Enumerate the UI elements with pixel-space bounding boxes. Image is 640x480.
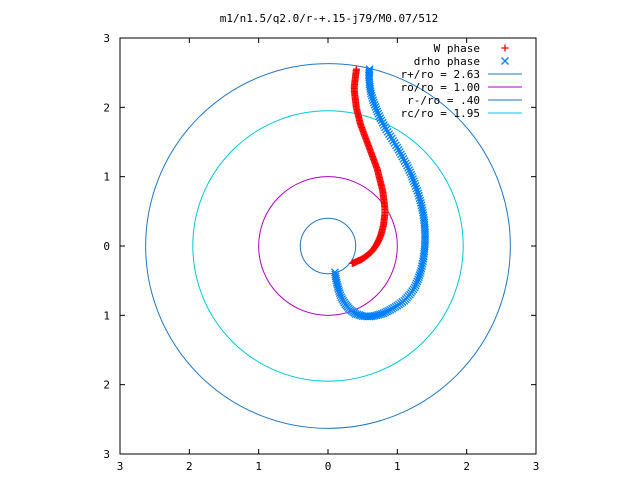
drho-phase-point bbox=[407, 170, 416, 179]
drho-phase-point bbox=[373, 107, 382, 116]
drho-phase-point bbox=[370, 100, 379, 109]
drho-phase-point bbox=[408, 172, 417, 181]
drho-phase-point bbox=[412, 184, 421, 193]
drho-phase-point bbox=[414, 191, 423, 200]
data-points bbox=[330, 65, 430, 321]
drho-phase-point bbox=[398, 152, 407, 161]
drho-phase-point bbox=[415, 194, 424, 203]
drho-phase-point bbox=[400, 157, 409, 166]
drho-phase-point bbox=[413, 186, 422, 195]
drho-phase-point bbox=[368, 94, 377, 102]
x-tick-label: 1 bbox=[255, 460, 262, 473]
drho-phase-point bbox=[406, 168, 415, 177]
legend-label: ro/ro = 1.00 bbox=[401, 81, 480, 94]
drho-phase-point bbox=[405, 166, 414, 175]
drho-phase-point bbox=[401, 159, 410, 168]
drho-phase-point bbox=[409, 177, 418, 186]
drho-phase-point bbox=[416, 196, 425, 205]
chart-title: m1/n1.5/q2.0/r-+.15-j79/M0.07/512 bbox=[220, 12, 439, 25]
reference-circle-1 bbox=[145, 63, 511, 429]
drho-phase-point bbox=[416, 269, 425, 277]
drho-phase-point bbox=[395, 148, 404, 157]
x-tick-label: 2 bbox=[186, 460, 193, 473]
drho-phase-point bbox=[381, 123, 389, 132]
y-tick-label: 0 bbox=[103, 240, 110, 253]
reference-circles bbox=[145, 63, 511, 429]
drho-phase-point bbox=[410, 283, 419, 292]
y-tick-label: 3 bbox=[103, 448, 110, 461]
legend-label: drho phase bbox=[414, 55, 480, 68]
drho-phase-point bbox=[374, 109, 383, 118]
reference-circle-4 bbox=[192, 110, 464, 382]
drho-phase-point bbox=[369, 98, 378, 107]
drho-phase-point bbox=[397, 150, 405, 159]
drho-phase-point bbox=[414, 189, 423, 198]
drho-phase-point bbox=[394, 145, 403, 154]
drho-phase-point bbox=[408, 175, 417, 184]
drho-phase-point bbox=[365, 65, 374, 74]
drho-phase-point bbox=[371, 103, 380, 111]
x-tick-label: 2 bbox=[463, 460, 470, 473]
drho-phase-point bbox=[404, 163, 413, 172]
y-tick-label: 3 bbox=[103, 32, 110, 45]
drho-phase-point bbox=[382, 125, 391, 134]
drho-phase-point bbox=[416, 199, 425, 207]
x-tick-label: 3 bbox=[117, 460, 124, 473]
y-tick-label: 1 bbox=[103, 309, 110, 322]
drho-phase-point bbox=[411, 182, 420, 190]
x-tick-label: 0 bbox=[325, 460, 332, 473]
drho-phase-point bbox=[411, 281, 420, 290]
drho-phase-point bbox=[376, 114, 385, 123]
drho-phase-point bbox=[365, 66, 374, 75]
legend-marker bbox=[501, 57, 509, 65]
drho-phase-point bbox=[372, 105, 381, 114]
drho-phase-point bbox=[399, 154, 408, 163]
reference-circle-3 bbox=[299, 217, 357, 275]
drho-phase-point bbox=[410, 179, 419, 188]
drho-phase-point bbox=[417, 201, 426, 210]
x-tick-label: 3 bbox=[533, 460, 540, 473]
drho-phase-point bbox=[412, 279, 421, 288]
y-tick-label: 2 bbox=[103, 101, 110, 114]
legend-label: r+/ro = 2.63 bbox=[401, 68, 480, 81]
drho-phase-point bbox=[379, 121, 388, 129]
legend-label: r-/ro = .40 bbox=[407, 94, 480, 107]
drho-phase-point bbox=[413, 277, 422, 286]
drho-phase-point bbox=[378, 118, 387, 127]
drho-phase-point bbox=[377, 116, 386, 125]
y-tick-label: 1 bbox=[103, 171, 110, 184]
drho-phase-point bbox=[369, 96, 378, 105]
legend-marker bbox=[501, 44, 509, 52]
legend-label: W phase bbox=[434, 42, 480, 55]
drho-phase-point bbox=[375, 112, 384, 120]
y-tick-label: 2 bbox=[103, 379, 110, 392]
drho-phase-point bbox=[403, 161, 411, 170]
legend-label: rc/ro = 1.95 bbox=[401, 107, 480, 120]
x-tick-label: 1 bbox=[394, 460, 401, 473]
reference-circle-2 bbox=[258, 176, 398, 316]
drho-phase-point bbox=[365, 68, 374, 77]
w-phase-point bbox=[352, 65, 360, 73]
